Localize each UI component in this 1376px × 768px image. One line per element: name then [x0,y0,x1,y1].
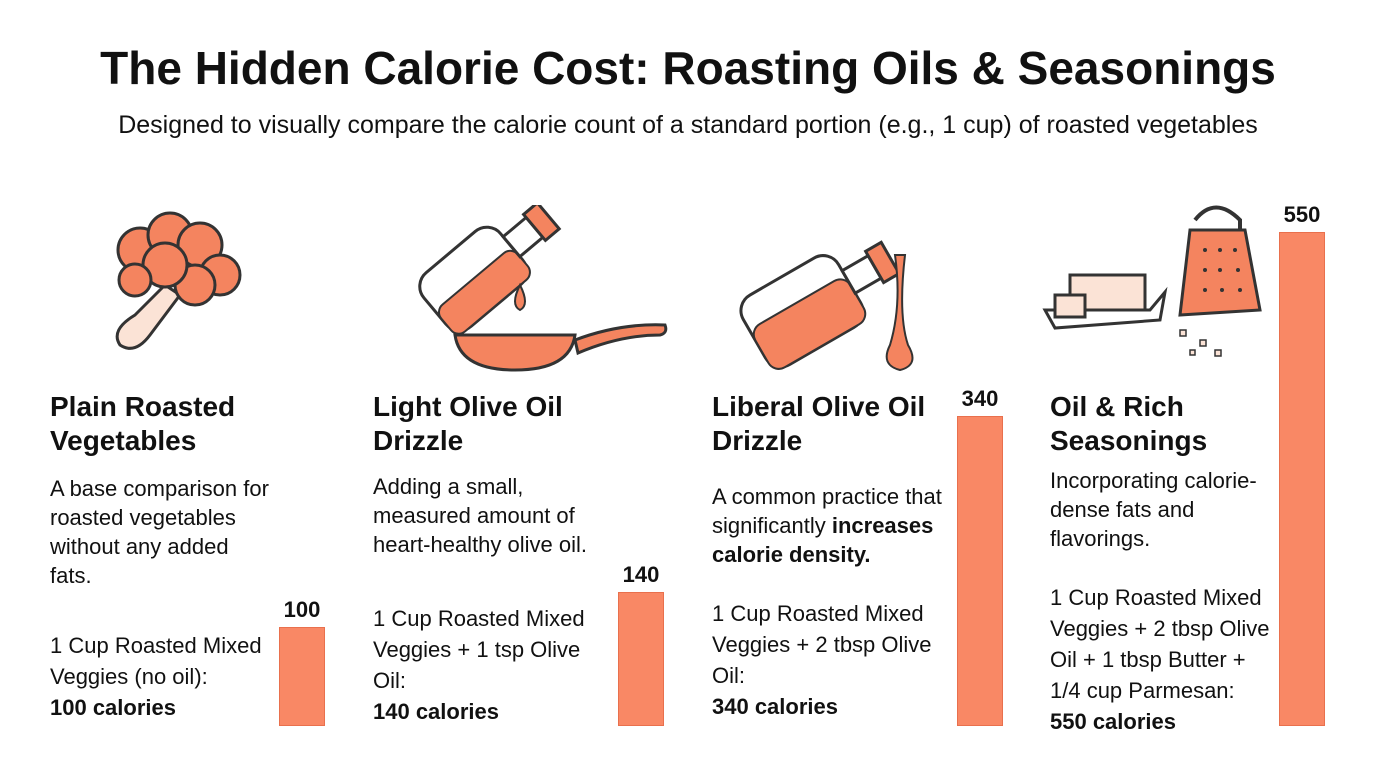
section-desc: A common practice that significantly inc… [712,484,942,567]
bar-2 [618,592,664,726]
bar-value-label: 550 [1283,202,1321,228]
section-heading: Plain Roasted Vegetables [50,391,236,456]
oil-bottle-pan-icon [418,205,668,372]
section-detail: 1 Cup Roasted Mixed Veggies + 2 tbsp Oli… [1050,582,1272,737]
section-light-oil: Light Olive Oil Drizzle Adding a small, … [373,390,603,559]
calorie-total: 550 calories [1050,709,1176,734]
section-desc: A base comparison for roasted vegetables… [50,476,269,588]
bar-value-label: 140 [622,562,660,588]
calorie-total: 140 calories [373,699,499,724]
calorie-total: 340 calories [712,694,838,719]
bar-3 [957,416,1003,726]
section-heading: Liberal Olive Oil Drizzle [712,391,926,456]
section-rich-seasonings: Oil & Rich Seasonings Incorporating calo… [1050,390,1265,553]
bar-1 [279,627,325,726]
section-detail: 1 Cup Roasted Mixed Veggies + 1 tsp Oliv… [373,603,603,727]
calorie-total: 100 calories [50,695,176,720]
bar-value-label: 340 [961,386,999,412]
section-desc: Adding a small, measured amount of heart… [373,474,588,557]
section-liberal-oil: Liberal Olive Oil Drizzle A common pract… [712,390,944,569]
section-detail: 1 Cup Roasted Mixed Veggies (no oil): 100… [50,630,272,723]
section-heading: Oil & Rich Seasonings [1050,391,1208,456]
page-subtitle: Designed to visually compare the calorie… [118,111,1258,139]
bar-4 [1279,232,1325,726]
broccoli-icon [115,211,242,350]
bar-value-label: 100 [283,597,321,623]
section-desc: Incorporating calorie-dense fats and fla… [1050,468,1257,551]
butter-grater-icon [1042,205,1262,357]
pouring-oil-icon [739,240,914,372]
section-heading: Light Olive Oil Drizzle [373,391,563,456]
section-detail: 1 Cup Roasted Mixed Veggies + 2 tbsp Oli… [712,598,944,722]
section-plain: Plain Roasted Vegetables A base comparis… [50,390,270,590]
page-title: The Hidden Calorie Cost: Roasting Oils &… [100,42,1276,94]
